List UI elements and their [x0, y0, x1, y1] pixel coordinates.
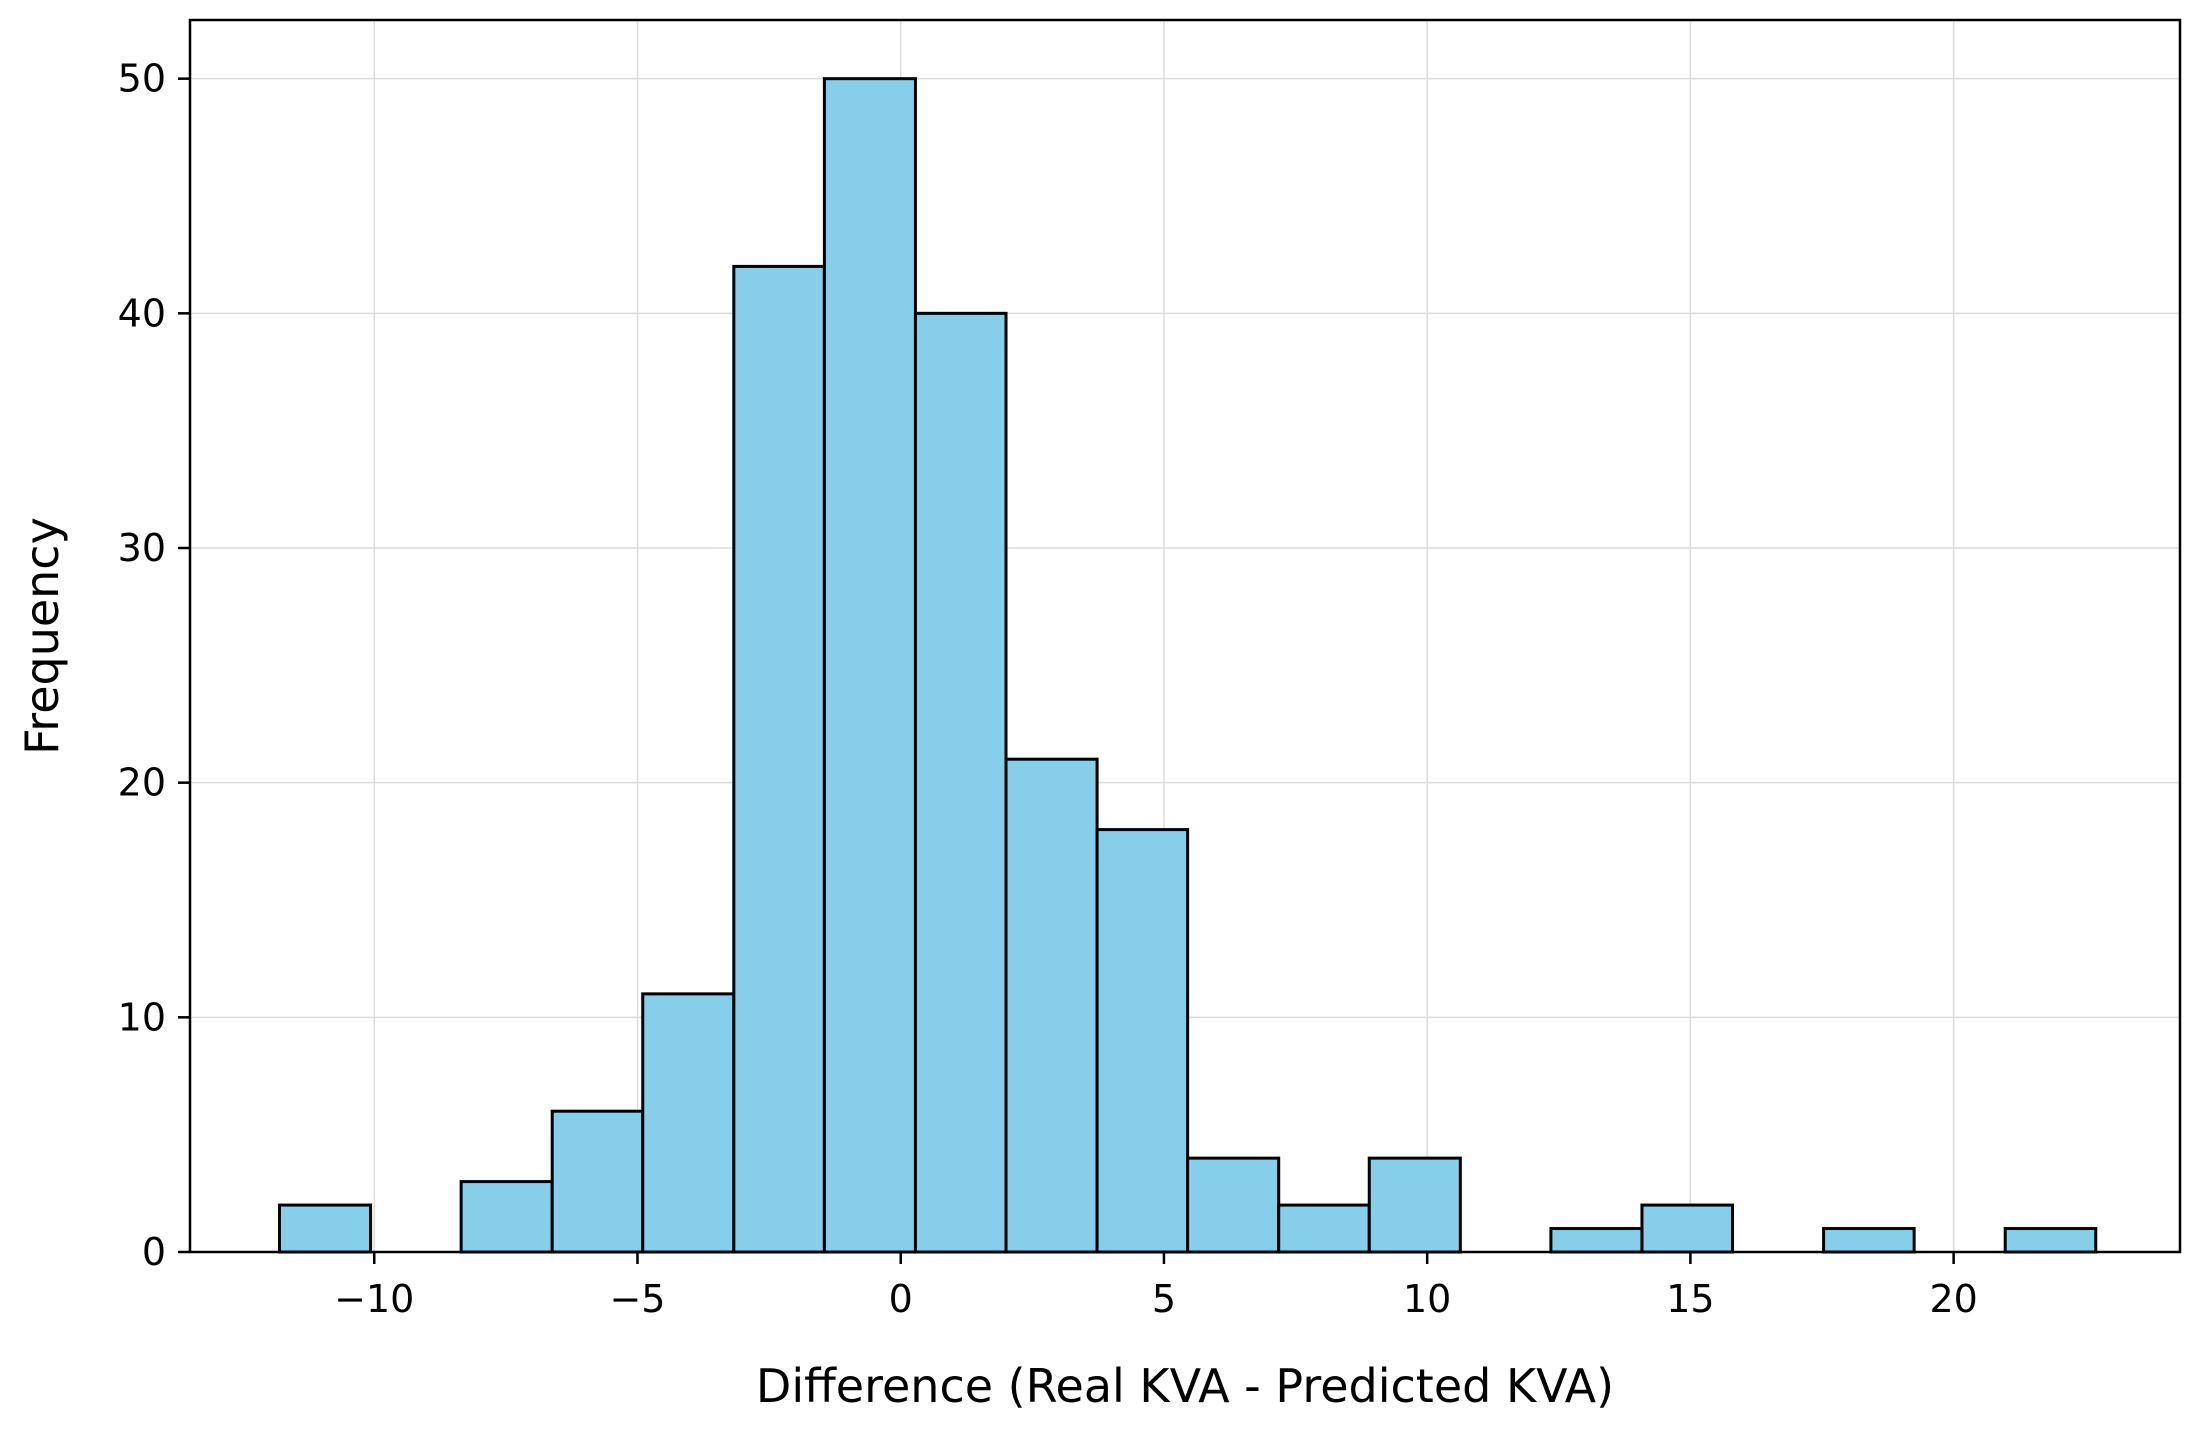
histogram-bar [822, 77, 917, 1254]
histogram-bar [459, 1180, 554, 1254]
y-tick-label: 20 [118, 761, 166, 805]
histogram-bar [1640, 1203, 1735, 1254]
x-tick-label: −10 [334, 1277, 414, 1321]
y-axis-label: Frequency [15, 517, 69, 755]
histogram-bar [550, 1109, 645, 1254]
histogram-bar [1095, 828, 1190, 1254]
histogram-bar [1004, 757, 1099, 1254]
y-tick-label: 0 [142, 1230, 166, 1274]
x-tick-label: −5 [609, 1277, 665, 1321]
histogram-bar [2003, 1227, 2098, 1254]
histogram-bar [732, 264, 826, 1254]
histogram-bar [641, 992, 736, 1254]
x-axis-label: Difference (Real KVA - Predicted KVA) [756, 1359, 1614, 1413]
histogram-bar [1277, 1203, 1371, 1254]
x-tick-label: 0 [889, 1277, 913, 1321]
y-tick-label: 40 [118, 291, 166, 335]
histogram-bar [1367, 1156, 1462, 1254]
x-tick-label: 15 [1666, 1277, 1714, 1321]
bars [277, 77, 2098, 1254]
x-tick-label: 5 [1152, 1277, 1176, 1321]
ticks: −10 −5 0 5 10 15 20 0 10 20 30 40 50 [118, 57, 1978, 1321]
y-tick-label: 30 [118, 526, 166, 570]
histogram-bar [1549, 1227, 1644, 1254]
histogram-bar [1822, 1227, 1916, 1254]
y-tick-label: 10 [118, 995, 166, 1039]
histogram-bar [277, 1203, 373, 1254]
x-tick-label: 20 [1929, 1277, 1977, 1321]
y-tick-label: 50 [118, 57, 166, 101]
histogram-bar [1186, 1156, 1281, 1254]
plot-frame [188, 18, 2182, 1254]
histogram-bar [913, 311, 1008, 1254]
x-tick-label: 10 [1403, 1277, 1451, 1321]
